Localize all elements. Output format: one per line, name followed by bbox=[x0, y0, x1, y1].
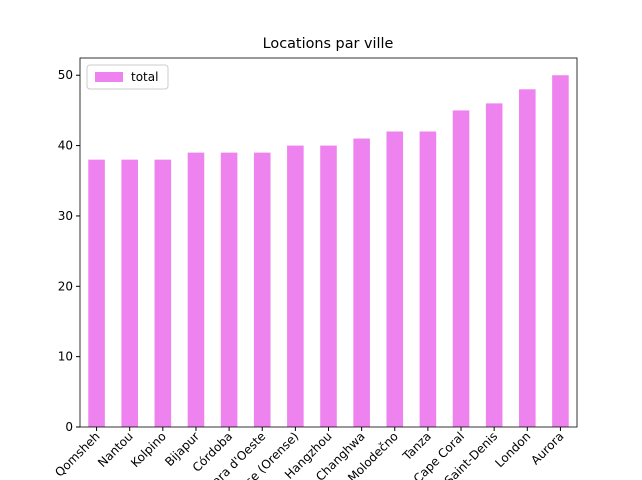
legend-swatch bbox=[95, 72, 123, 82]
x-tick-label: Kolpino bbox=[128, 429, 169, 470]
bar bbox=[320, 145, 337, 428]
bar bbox=[88, 159, 105, 428]
bar bbox=[386, 131, 404, 427]
x-tick-label: London bbox=[492, 429, 533, 470]
bar bbox=[187, 152, 205, 428]
y-tick-label: 10 bbox=[58, 350, 73, 364]
bar bbox=[253, 152, 271, 428]
bar bbox=[220, 152, 238, 428]
y-tick-label: 0 bbox=[65, 420, 73, 434]
x-tick-label: Nantou bbox=[95, 429, 136, 470]
bar bbox=[287, 145, 304, 428]
bar bbox=[552, 75, 569, 427]
legend-box bbox=[86, 64, 169, 90]
bar bbox=[154, 159, 172, 428]
bar bbox=[485, 103, 503, 427]
bar bbox=[353, 138, 370, 427]
legend-label: total bbox=[131, 70, 158, 84]
bar bbox=[519, 89, 536, 428]
x-tick-label: Qomsheh bbox=[52, 429, 102, 479]
bar bbox=[419, 131, 437, 427]
chart-title: Locations par ville bbox=[263, 36, 394, 52]
bar bbox=[452, 110, 470, 427]
bar bbox=[121, 159, 138, 428]
y-tick-label: 50 bbox=[58, 68, 73, 82]
y-tick-label: 20 bbox=[58, 279, 73, 293]
axes-frame bbox=[79, 57, 578, 428]
y-tick-label: 30 bbox=[58, 209, 73, 223]
x-tick-label: Aurora bbox=[528, 429, 566, 467]
y-tick-label: 40 bbox=[58, 139, 73, 153]
